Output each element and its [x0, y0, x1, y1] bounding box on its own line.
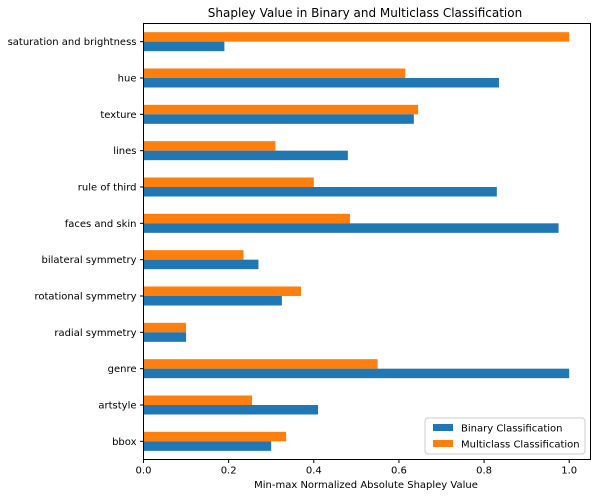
bar-multiclass	[143, 213, 350, 224]
x-axis: 0.0 0.2 0.4 0.6 0.8 1.0	[136, 459, 577, 477]
y-tick-label: radial symmetry	[54, 328, 136, 339]
bar-multiclass	[143, 68, 406, 78]
bar-multiclass	[143, 177, 314, 187]
bar-multiclass	[143, 286, 302, 296]
y-tick-label: genre	[108, 364, 137, 375]
chart-title: Shapley Value in Binary and Multiclass C…	[208, 6, 522, 20]
bar-multiclass	[143, 32, 570, 42]
legend-label: Multiclass Classification	[461, 440, 580, 451]
y-tick-label: bbox	[112, 437, 137, 448]
x-tick-label: 0.2	[221, 466, 237, 477]
x-tick-label: 0.4	[306, 466, 322, 477]
bar-binary	[143, 332, 187, 342]
bar-binary	[143, 405, 319, 415]
bar-binary	[143, 441, 272, 451]
legend-swatch	[433, 424, 453, 431]
x-tick-label: 1.0	[561, 466, 577, 477]
bars-layer	[143, 32, 570, 451]
bar-multiclass	[143, 104, 419, 115]
legend-swatch	[433, 440, 453, 447]
bar-multiclass	[143, 359, 378, 369]
bar-binary	[143, 223, 559, 233]
x-tick-label: 0.0	[136, 466, 152, 477]
bar-binary	[143, 150, 348, 161]
x-tick-label: 0.6	[391, 466, 407, 477]
bar-binary	[143, 41, 225, 52]
y-tick-label: rotational symmetry	[34, 292, 136, 303]
bar-binary	[143, 114, 414, 124]
y-axis: saturation and brightness hue texture lines…	[8, 37, 144, 448]
legend-box	[424, 417, 586, 455]
bar-binary	[143, 296, 282, 306]
bar-binary	[143, 78, 499, 88]
bar-multiclass	[143, 141, 276, 151]
bar-multiclass	[143, 431, 287, 442]
y-tick-label: hue	[118, 74, 137, 85]
y-tick-label: bilateral symmetry	[41, 255, 136, 266]
y-tick-label: lines	[113, 146, 136, 157]
plot-frame	[143, 23, 591, 460]
y-tick-label: rule of third	[78, 183, 137, 194]
y-tick-label: artstyle	[98, 401, 136, 412]
bar-binary	[143, 259, 259, 270]
x-axis-label: Min-max Normalized Absolute Shapley Valu…	[254, 480, 478, 491]
bar-multiclass	[143, 322, 187, 333]
bar-multiclass	[143, 250, 244, 260]
legend-label: Binary Classification	[461, 424, 562, 435]
x-tick-label: 0.8	[476, 466, 492, 477]
y-tick-label: texture	[100, 110, 136, 121]
legend: Binary Classification Multiclass Classifi…	[424, 417, 586, 455]
bar-binary	[143, 187, 497, 197]
y-tick-label: faces and skin	[65, 219, 137, 230]
bar-binary	[143, 368, 570, 379]
bar-multiclass	[143, 395, 253, 405]
y-tick-label: saturation and brightness	[8, 37, 137, 48]
